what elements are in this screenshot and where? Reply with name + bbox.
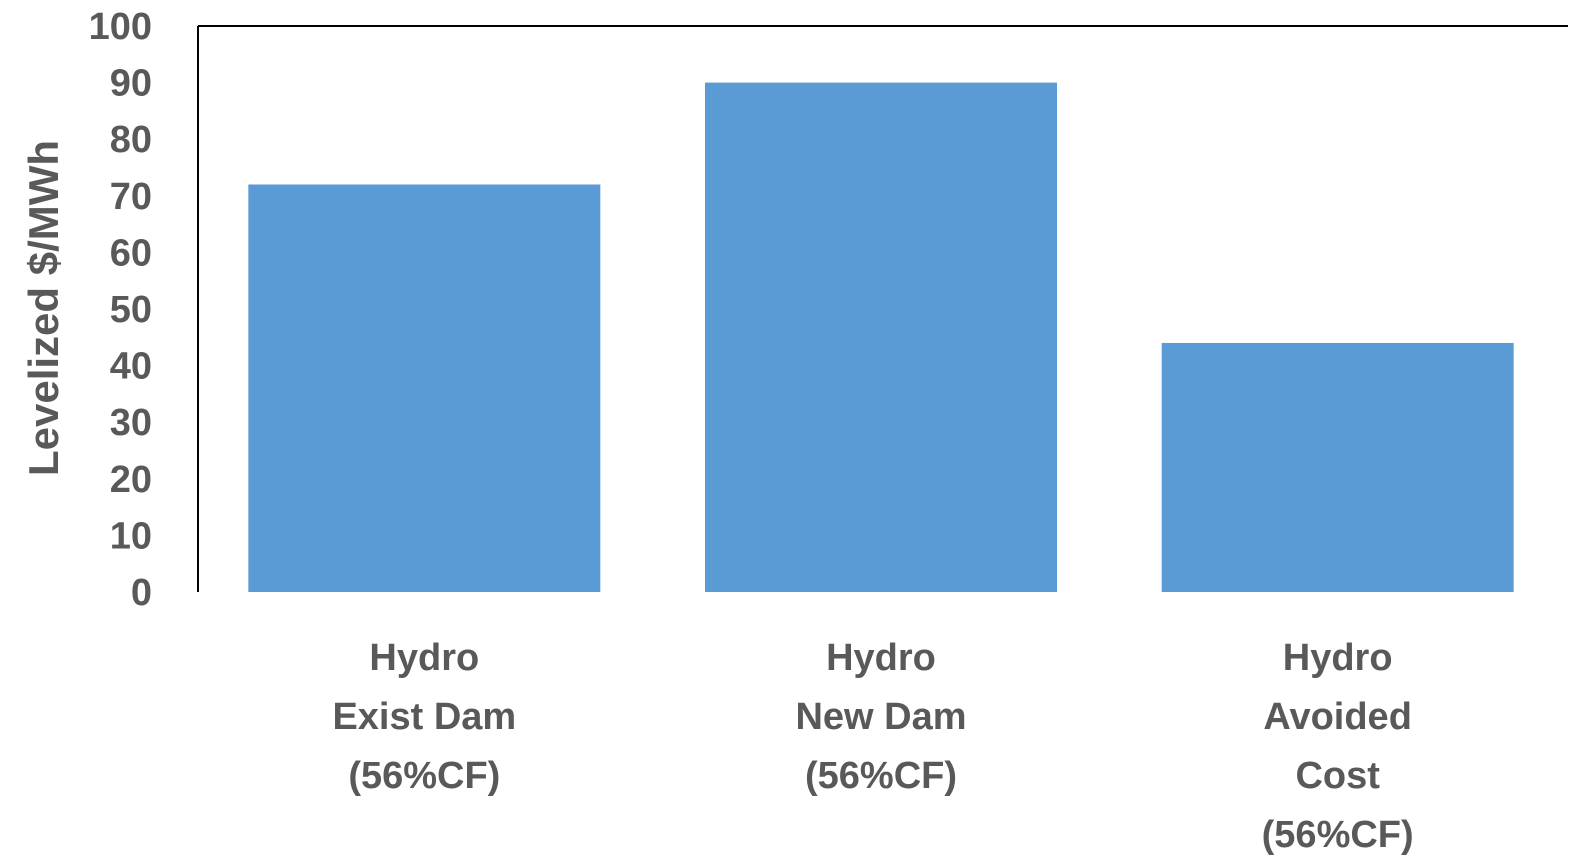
y-tick-label: 30 xyxy=(110,402,152,444)
y-tick-label: 80 xyxy=(110,119,152,161)
y-tick-label: 0 xyxy=(131,572,152,614)
y-tick-label: 20 xyxy=(110,459,152,501)
y-tick-label: 90 xyxy=(110,63,152,105)
y-tick-label: 60 xyxy=(110,232,152,274)
x-axis-category-labels: Hydro Exist Dam (56%CF) Hydro New Dam (56%CF)… xyxy=(332,637,1413,856)
bar xyxy=(705,82,1057,592)
bars-group xyxy=(248,82,1514,593)
x-category-label: Hydro Avoided Cost (56%CF) xyxy=(1262,637,1414,856)
bar xyxy=(248,184,601,593)
x-category-label: Hydro New Dam (56%CF) xyxy=(795,637,966,797)
y-axis-ticks: 0 10 20 30 40 50 60 70 80 90 100 xyxy=(89,6,152,614)
y-tick-label: 70 xyxy=(110,176,152,218)
y-tick-label: 40 xyxy=(110,346,152,388)
y-tick-label: 10 xyxy=(110,515,152,557)
plot-frame xyxy=(197,25,1568,592)
y-tick-label: 50 xyxy=(110,289,152,331)
y-axis-title: Levelized $/MWh xyxy=(20,140,67,476)
bar xyxy=(1161,342,1514,592)
x-category-label: Hydro Exist Dam (56%CF) xyxy=(332,637,516,797)
y-tick-label: 100 xyxy=(89,6,152,48)
